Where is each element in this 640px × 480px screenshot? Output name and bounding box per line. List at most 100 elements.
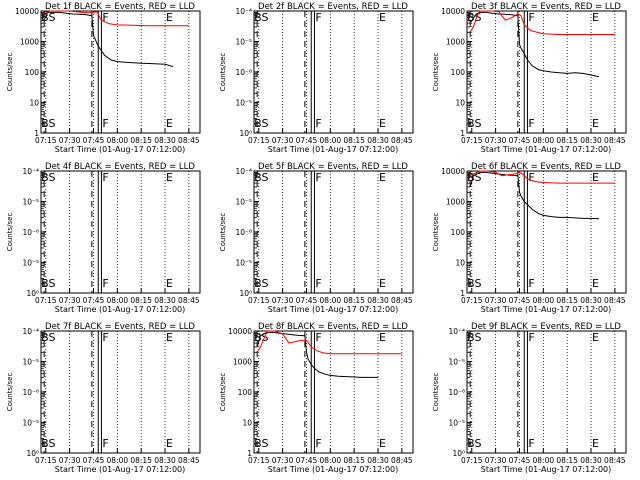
y-axis-label: Counts/sec: [6, 53, 14, 92]
chart-panel-8: Det 8f BLACK = Events, RED = LLD 1 10 100 10…: [219, 322, 414, 474]
x-tick-label: 07:30: [272, 456, 294, 465]
y-tick-label: 10⁰: [239, 289, 252, 298]
x-tick-label: 08:00: [320, 296, 342, 305]
marker-label-top-e: E: [592, 11, 599, 24]
series-line-lld: [469, 10, 615, 35]
x-tick-label: 08:30: [154, 136, 176, 145]
plot-area: [253, 330, 414, 454]
y-tick-label: 10⁻⁵: [235, 38, 252, 47]
plot-area: [253, 10, 414, 134]
chart-panel-5: Det 5f BLACK = Events, RED = LLD 10⁰ 10⁻⁵ 1…: [219, 162, 414, 314]
marker-label-f: F: [102, 117, 108, 130]
x-axis-label: Start Time (01-Aug-17 07:12:00): [481, 305, 612, 314]
y-tick-label: 1000: [446, 198, 465, 207]
series-line-lld: [256, 330, 402, 355]
marker-label-bs: BS: [467, 277, 481, 290]
y-axis-label: Counts/sec: [219, 53, 227, 92]
x-tick-label: 08:45: [391, 456, 413, 465]
x-tick-label: 07:15: [461, 456, 483, 465]
chart-panel-7: Det 7f BLACK = Events, RED = LLD 10⁰ 10⁻⁵ 1…: [6, 322, 201, 474]
x-tick-label: 07:15: [248, 456, 270, 465]
y-tick-label: 1000: [20, 38, 39, 47]
y-tick-label: 10⁻⁶: [235, 228, 252, 237]
x-tick-label: 07:15: [461, 136, 483, 145]
x-tick-label: 07:45: [509, 136, 531, 145]
series-line-events: [469, 171, 600, 220]
y-tick-label: 10⁻⁵: [235, 99, 252, 108]
marker-label-top-e: E: [379, 331, 386, 344]
y-tick-label: 10⁻⁴: [22, 167, 39, 176]
x-tick-label: 08:00: [533, 136, 555, 145]
chart-title: Det 5f BLACK = Events, RED = LLD: [258, 162, 408, 172]
x-tick-label: 07:45: [296, 456, 318, 465]
y-tick-label: 100: [451, 228, 466, 237]
y-tick-label: 10000: [441, 167, 465, 176]
x-tick-label: 08:30: [367, 136, 389, 145]
marker-label-top-e: E: [592, 171, 599, 184]
x-tick-label: 08:00: [320, 456, 342, 465]
x-tick-label: 08:00: [533, 296, 555, 305]
marker-label-e: E: [379, 437, 386, 450]
x-tick-label: 07:15: [248, 136, 270, 145]
marker-label-f: F: [315, 277, 321, 290]
chart-panel-4: Det 4f BLACK = Events, RED = LLD 10⁰ 10⁻⁵ 1…: [6, 162, 201, 314]
chart-title: Det 3f BLACK = Events, RED = LLD: [471, 2, 621, 12]
y-tick-label: 10⁰: [26, 289, 39, 298]
x-tick-label: 08:45: [391, 296, 413, 305]
marker-label-f: F: [102, 437, 108, 450]
x-tick-label: 08:15: [343, 456, 365, 465]
marker-label-e: E: [166, 117, 173, 130]
marker-label-top-e: E: [379, 171, 386, 184]
y-tick-label: 10⁻⁴: [22, 327, 39, 336]
x-tick-label: 08:15: [556, 136, 578, 145]
x-tick-label: 07:15: [461, 296, 483, 305]
x-tick-label: 07:30: [485, 456, 507, 465]
marker-label-f: F: [528, 277, 534, 290]
chart-title: Det 4f BLACK = Events, RED = LLD: [45, 162, 195, 172]
x-tick-label: 07:15: [35, 136, 57, 145]
x-tick-label: 08:00: [107, 456, 129, 465]
x-tick-label: 08:00: [320, 136, 342, 145]
x-tick-label: 08:15: [556, 296, 578, 305]
y-tick-label: 10⁻⁵: [235, 198, 252, 207]
marker-label-top-f: F: [528, 11, 534, 24]
series-line-lld: [44, 10, 189, 27]
y-tick-label: 10⁰: [26, 449, 39, 458]
x-tick-label: 07:30: [59, 296, 81, 305]
x-tick-label: 07:15: [248, 296, 270, 305]
marker-label-f: F: [315, 437, 321, 450]
x-tick-label: 07:45: [83, 456, 105, 465]
y-tick-label: 1: [247, 449, 252, 458]
x-tick-label: 07:15: [35, 456, 57, 465]
x-tick-label: 08:30: [367, 456, 389, 465]
x-axis-label: Start Time (01-Aug-17 07:12:00): [55, 465, 186, 474]
y-tick-label: 10⁻⁴: [235, 7, 252, 16]
x-tick-label: 08:15: [130, 136, 152, 145]
x-tick-label: 07:45: [509, 296, 531, 305]
marker-label-f: F: [102, 277, 108, 290]
y-tick-label: 10: [242, 419, 252, 428]
marker-label-top-e: E: [166, 331, 173, 344]
chart-panel-6: Det 6f BLACK = Events, RED = LLD 1 10 100 10…: [432, 162, 627, 314]
x-tick-label: 07:30: [485, 136, 507, 145]
x-axis-label: Start Time (01-Aug-17 07:12:00): [55, 305, 186, 314]
x-tick-label: 07:45: [509, 456, 531, 465]
plot-area: [253, 170, 414, 294]
x-axis-label: Start Time (01-Aug-17 07:12:00): [268, 305, 399, 314]
marker-label-top-e: E: [166, 171, 173, 184]
y-tick-label: 10⁻⁴: [235, 167, 252, 176]
x-axis-label: Start Time (01-Aug-17 07:12:00): [481, 145, 612, 154]
marker-label-top-e: E: [166, 11, 173, 24]
plot-area: [466, 330, 627, 454]
chart-panel-2: Det 2f BLACK = Events, RED = LLD 10⁰ 10⁻⁵ 1…: [219, 2, 414, 154]
x-axis-label: Start Time (01-Aug-17 07:12:00): [55, 145, 186, 154]
y-tick-label: 10⁻⁵: [448, 358, 465, 367]
x-tick-label: 07:30: [272, 296, 294, 305]
marker-label-bs: BS: [467, 437, 481, 450]
series-line-events: [256, 331, 378, 378]
y-tick-label: 10⁻⁶: [22, 228, 39, 237]
x-tick-label: 07:30: [485, 296, 507, 305]
y-tick-label: 10000: [15, 7, 39, 16]
marker-label-top-bs: BS: [41, 331, 55, 344]
